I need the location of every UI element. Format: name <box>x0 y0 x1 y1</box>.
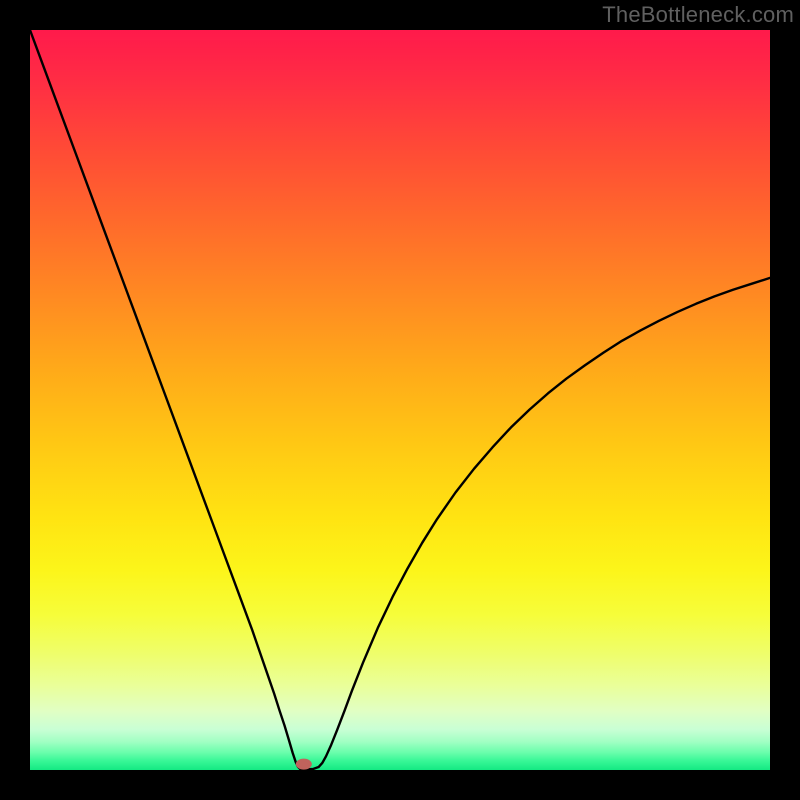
plot-background <box>30 30 770 770</box>
bottleneck-chart <box>0 0 800 800</box>
chart-container: TheBottleneck.com <box>0 0 800 800</box>
watermark-text: TheBottleneck.com <box>602 2 794 28</box>
optimum-marker <box>296 759 312 770</box>
